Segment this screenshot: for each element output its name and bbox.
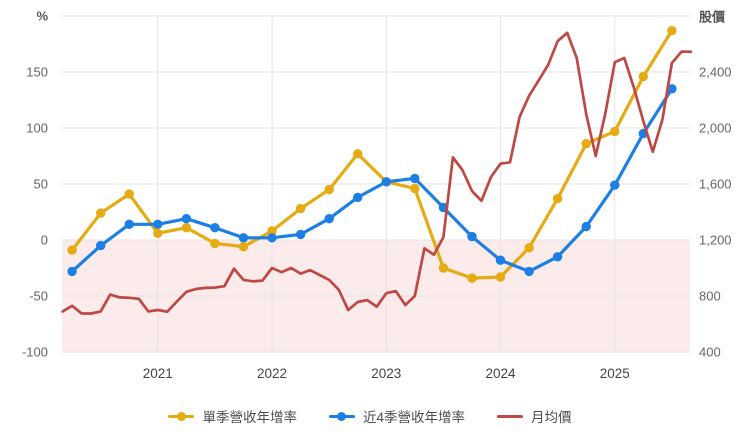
right-axis-unit: 股價 [699, 9, 726, 25]
data-point [667, 84, 677, 94]
x-axis-tick: 2024 [485, 366, 516, 381]
data-point [267, 226, 277, 236]
right-axis-tick: 400 [699, 344, 721, 360]
data-point [210, 223, 220, 233]
left-axis-tick: 100 [26, 120, 48, 136]
data-point [552, 252, 563, 262]
monthly-avg-price-line [61, 31, 693, 315]
right-axis-tick: 1,200 [699, 232, 732, 248]
data-point [410, 173, 420, 184]
data-point [267, 233, 277, 243]
data-point [467, 231, 477, 242]
data-point [96, 240, 106, 251]
x-axis-tick: 2022 [257, 366, 288, 381]
data-point [295, 229, 306, 240]
left-axis-tick: -100 [21, 344, 48, 360]
data-point [581, 139, 591, 149]
data-point [324, 184, 334, 195]
x-axis-tick: 2023 [371, 366, 402, 381]
left-axis-tick: 0 [40, 232, 48, 248]
legend-label-ttm-revenue-yoy: 近4季營收年增率 [362, 410, 465, 425]
ttm-revenue-yoy-line [70, 87, 674, 273]
data-point [153, 228, 163, 238]
data-point [524, 243, 534, 253]
right-axis-tick: 800 [699, 288, 721, 304]
data-point [353, 149, 363, 159]
left-axis-tick: 50 [33, 176, 48, 192]
x-axis-tick: 2025 [599, 366, 630, 381]
legend-item-ttm-revenue-yoy[interactable]: 近4季營收年增率 [328, 406, 465, 426]
quarterly-revenue-yoy-marker-icon [168, 411, 195, 421]
legend-item-monthly-avg-price[interactable]: 月均價 [497, 406, 572, 426]
data-point [353, 192, 363, 203]
quarterly-revenue-yoy-line [70, 29, 674, 280]
data-point [181, 214, 192, 224]
right-axis-tick: 2,400 [699, 64, 732, 80]
data-point [495, 255, 506, 265]
data-point [124, 219, 134, 229]
data-point [467, 273, 477, 283]
left-axis-unit: % [36, 8, 48, 24]
data-point [610, 180, 620, 190]
data-point [524, 266, 534, 277]
ttm-revenue-yoy-marker-icon [328, 411, 355, 421]
data-point [381, 177, 391, 187]
data-point [667, 25, 677, 36]
data-point [638, 71, 648, 82]
data-point [210, 238, 220, 249]
data-point [295, 203, 306, 214]
legend-item-quarterly-revenue-yoy[interactable]: 單季營收年增率 [168, 406, 297, 426]
legend: 單季營收年增率 近4季營收年增率 月均價 [0, 403, 740, 429]
legend-label-quarterly-revenue-yoy: 單季營收年增率 [202, 410, 297, 425]
data-point [153, 219, 163, 229]
data-point [610, 126, 620, 137]
data-point [238, 242, 249, 252]
data-point [238, 233, 249, 243]
data-point [67, 266, 77, 277]
left-axis-tick: -50 [29, 288, 48, 304]
data-point [552, 193, 563, 204]
monthly-avg-price-marker-icon [497, 411, 523, 421]
left-axis-tick: 150 [26, 64, 48, 80]
data-point [495, 272, 506, 282]
data-point [438, 263, 449, 273]
right-axis-tick: 1,600 [699, 176, 732, 192]
data-point [181, 223, 192, 233]
data-point [67, 245, 77, 255]
x-axis-tick: 2021 [142, 366, 173, 381]
data-point [581, 221, 591, 232]
right-axis-tick: 2,000 [699, 120, 732, 136]
data-point [324, 214, 334, 224]
data-point [124, 189, 134, 199]
legend-label-monthly-avg-price: 月均價 [531, 410, 572, 425]
data-point [410, 183, 420, 194]
data-point [96, 208, 106, 218]
